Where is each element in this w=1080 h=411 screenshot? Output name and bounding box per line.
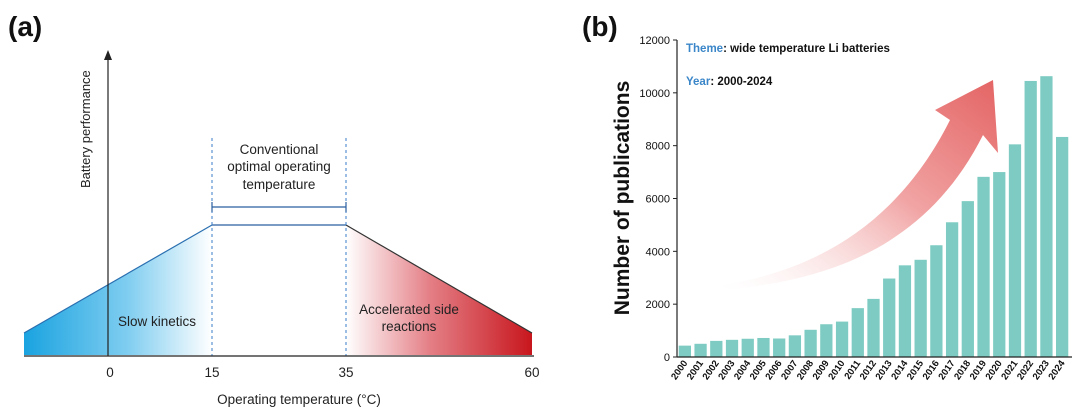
y-tick-b-6000: 6000 [646,194,670,206]
bar-2005 [757,337,770,357]
region-center-line3: temperature [243,177,316,192]
panel-b-label: (b) [582,11,618,42]
theme-value: : wide temperature Li batteries [723,43,890,55]
region-right-line2: reactions [382,319,437,334]
x-tick-a-35: 35 [338,365,353,380]
region-right-area [346,225,532,355]
bar-2019 [977,176,990,357]
bar-2018 [961,201,974,357]
year-value: : 2000-2024 [710,76,773,88]
bar-2009 [820,324,833,357]
bar-2012 [867,298,880,357]
y-ticks-group: 0 2000 4000 6000 8000 10000 12000 [639,35,677,364]
x-tick-a-15: 15 [204,365,219,380]
panel-a-label: (a) [8,11,42,42]
y-tick-b-2000: 2000 [646,299,670,311]
performance-line-left [23,224,213,334]
bar-2016 [930,245,943,357]
region-right-line1: Accelerated side [359,302,459,317]
x-axis-label-a: Operating temperature (°C) [217,392,381,407]
x-tick-a-60: 60 [524,365,539,380]
y-tick-b-4000: 4000 [646,246,670,258]
bar-2023 [1040,76,1053,357]
bar-2013 [883,278,896,357]
bar-2021 [1008,144,1022,357]
bar-2006 [773,338,786,357]
bar-2004 [741,338,754,357]
panel-a: (a) Battery performance Conventional opt… [8,11,540,407]
bar-2008 [804,329,817,357]
year-key: Year [686,76,711,88]
y-tick-b-0: 0 [664,352,670,364]
x-tick-a-0: 0 [106,365,114,380]
bar-2000 [678,345,691,357]
bar-2024 [1056,136,1069,357]
bar-2010 [835,321,849,357]
y-axis-label-a: Battery performance [78,70,93,188]
y-axis-label-b: Number of publications [611,81,634,316]
region-left-area [24,225,212,355]
year-annotation: Year: 2000-2024 [686,76,773,88]
bar-2001 [694,343,707,357]
region-center-line2: optimal operating [227,159,331,174]
x-tick-b-2024: 2024 [1046,358,1068,382]
bar-2003 [725,339,739,357]
bars-group [678,76,1069,357]
bar-2015 [914,259,927,357]
region-center-line1: Conventional [240,142,319,157]
bar-2020 [993,172,1006,357]
bar-2022 [1024,80,1037,357]
theme-annotation: Theme: wide temperature Li batteries [686,43,890,55]
performance-line-right [345,224,533,334]
bar-2017 [945,222,959,357]
region-left-label: Slow kinetics [118,314,196,329]
trend-arrow [722,80,998,290]
theme-key: Theme [686,43,723,55]
bar-2007 [788,335,802,357]
x-ticks-group: 2000200120022003200420052006200720082009… [669,358,1068,382]
panel-b: (b) Number of publications 0 2000 4000 6000… [582,11,1072,382]
y-tick-b-12000: 12000 [639,35,670,47]
x-tick-b-2010: 2010 [826,358,847,382]
y-tick-b-8000: 8000 [646,141,670,153]
bar-2014 [898,265,912,357]
y-tick-b-10000: 10000 [639,88,670,100]
bar-2002 [710,340,723,357]
y-axis-arrow [104,50,112,60]
bar-2011 [851,308,864,357]
